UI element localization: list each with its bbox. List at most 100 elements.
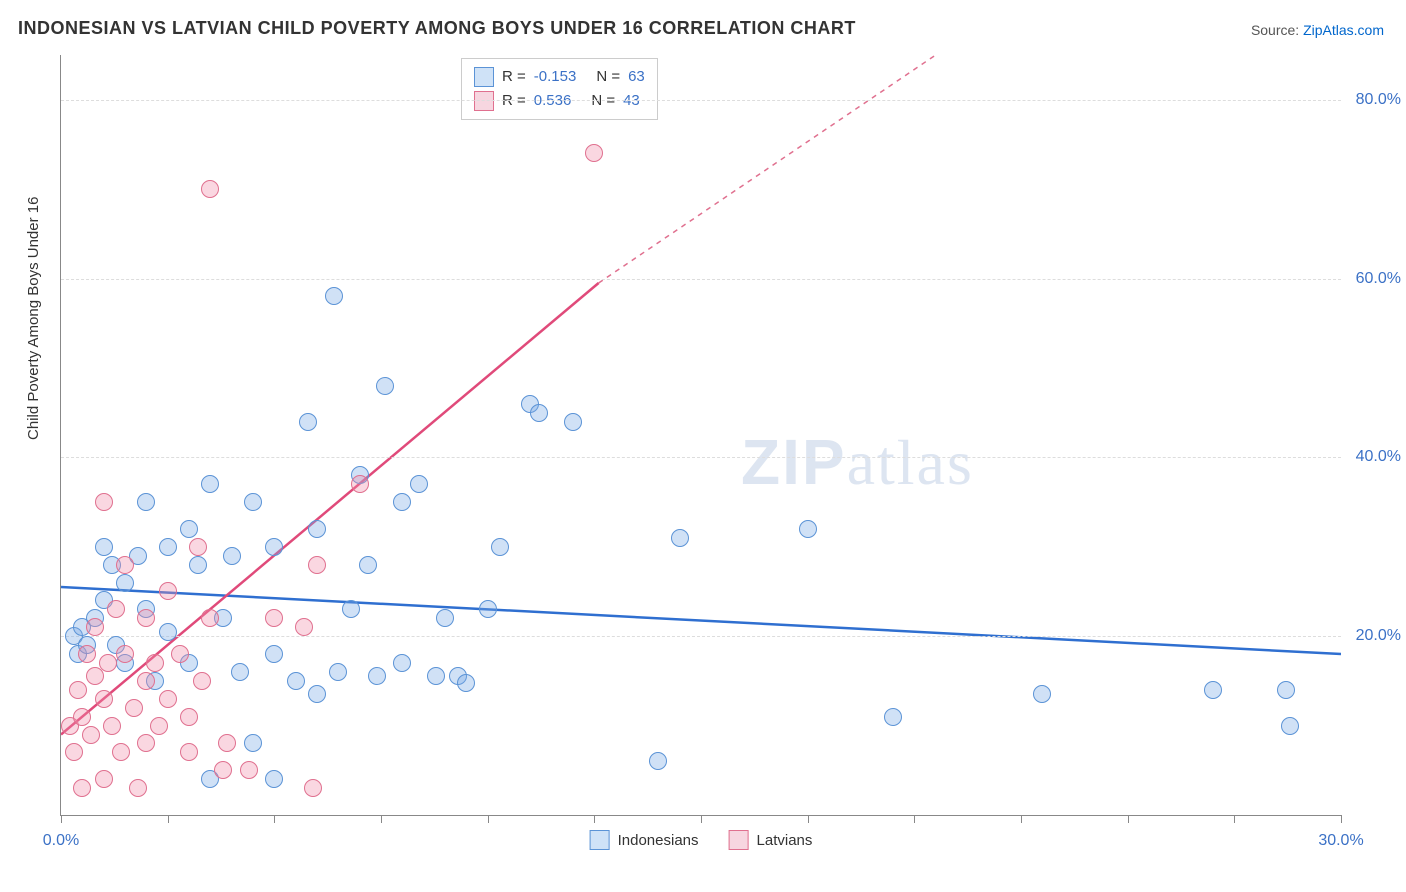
scatter-point (137, 734, 155, 752)
scatter-point (125, 699, 143, 717)
scatter-point (244, 734, 262, 752)
scatter-point (82, 726, 100, 744)
scatter-point (265, 770, 283, 788)
legend-swatch (590, 830, 610, 850)
stat-label-r: R = (502, 89, 526, 113)
scatter-point (218, 734, 236, 752)
chart-title: INDONESIAN VS LATVIAN CHILD POVERTY AMON… (18, 18, 856, 39)
scatter-point (376, 377, 394, 395)
scatter-point (479, 600, 497, 618)
scatter-point (95, 770, 113, 788)
scatter-point (95, 493, 113, 511)
scatter-point (295, 618, 313, 636)
scatter-point (73, 708, 91, 726)
stat-label-n: N = (591, 89, 615, 113)
scatter-point (240, 761, 258, 779)
scatter-point (159, 582, 177, 600)
scatter-point (214, 761, 232, 779)
scatter-point (342, 600, 360, 618)
scatter-point (410, 475, 428, 493)
watermark-light: atlas (847, 427, 974, 498)
legend-series-label: Latvians (757, 832, 813, 849)
legend-series-item: Indonesians (590, 830, 699, 850)
gridline-h (61, 100, 1341, 101)
y-tick-label: 80.0% (1356, 91, 1401, 109)
legend-swatch (474, 67, 494, 87)
scatter-point (159, 690, 177, 708)
x-tick (274, 815, 275, 823)
scatter-point (530, 404, 548, 422)
trend-line (61, 587, 1341, 654)
legend-stat-row: R = -0.153N = 63 (474, 65, 645, 89)
x-tick (1128, 815, 1129, 823)
scatter-point (351, 475, 369, 493)
legend-stats-box: R = -0.153N = 63R = 0.536N = 43 (461, 58, 658, 120)
scatter-point (99, 654, 117, 672)
scatter-point (299, 413, 317, 431)
plot-area: ZIPatlas R = -0.153N = 63R = 0.536N = 43… (60, 55, 1341, 816)
scatter-point (223, 547, 241, 565)
scatter-point (159, 538, 177, 556)
scatter-point (137, 672, 155, 690)
x-tick (594, 815, 595, 823)
x-tick (488, 815, 489, 823)
stat-label-r: R = (502, 65, 526, 89)
x-tick (1341, 815, 1342, 823)
scatter-point (436, 609, 454, 627)
x-tick (1021, 815, 1022, 823)
scatter-point (129, 779, 147, 797)
scatter-point (78, 645, 96, 663)
scatter-point (244, 493, 262, 511)
scatter-point (73, 779, 91, 797)
scatter-point (1281, 717, 1299, 735)
y-axis-label: Child Poverty Among Boys Under 16 (25, 197, 42, 440)
scatter-point (137, 493, 155, 511)
trend-lines-layer (61, 55, 1341, 815)
scatter-point (1277, 681, 1295, 699)
stat-label-n: N = (596, 65, 620, 89)
scatter-point (116, 645, 134, 663)
scatter-point (112, 743, 130, 761)
scatter-point (325, 287, 343, 305)
scatter-point (180, 708, 198, 726)
scatter-point (95, 538, 113, 556)
legend-series-item: Latvians (729, 830, 813, 850)
scatter-point (193, 672, 211, 690)
stat-value-n: 43 (623, 89, 640, 113)
scatter-point (359, 556, 377, 574)
scatter-point (86, 618, 104, 636)
scatter-point (368, 667, 386, 685)
y-tick-label: 20.0% (1356, 627, 1401, 645)
x-tick (1234, 815, 1235, 823)
scatter-point (180, 743, 198, 761)
scatter-point (1204, 681, 1222, 699)
scatter-point (427, 667, 445, 685)
scatter-point (304, 779, 322, 797)
watermark: ZIPatlas (741, 425, 974, 500)
scatter-point (799, 520, 817, 538)
x-tick-label: 0.0% (43, 832, 79, 850)
scatter-point (116, 556, 134, 574)
chart-container: INDONESIAN VS LATVIAN CHILD POVERTY AMON… (0, 0, 1406, 892)
scatter-point (564, 413, 582, 431)
legend-stat-row: R = 0.536N = 43 (474, 89, 645, 113)
legend-series: Indonesians Latvians (590, 830, 813, 850)
scatter-point (585, 144, 603, 162)
gridline-h (61, 457, 1341, 458)
x-tick (381, 815, 382, 823)
scatter-point (201, 180, 219, 198)
legend-series-label: Indonesians (618, 832, 699, 849)
stat-value-r: -0.153 (534, 65, 577, 89)
scatter-point (1033, 685, 1051, 703)
scatter-point (393, 654, 411, 672)
scatter-point (65, 743, 83, 761)
scatter-point (103, 717, 121, 735)
gridline-h (61, 636, 1341, 637)
gridline-h (61, 279, 1341, 280)
scatter-point (265, 645, 283, 663)
scatter-point (171, 645, 189, 663)
scatter-point (189, 538, 207, 556)
scatter-point (265, 538, 283, 556)
scatter-point (329, 663, 347, 681)
source-link[interactable]: ZipAtlas.com (1303, 22, 1384, 38)
